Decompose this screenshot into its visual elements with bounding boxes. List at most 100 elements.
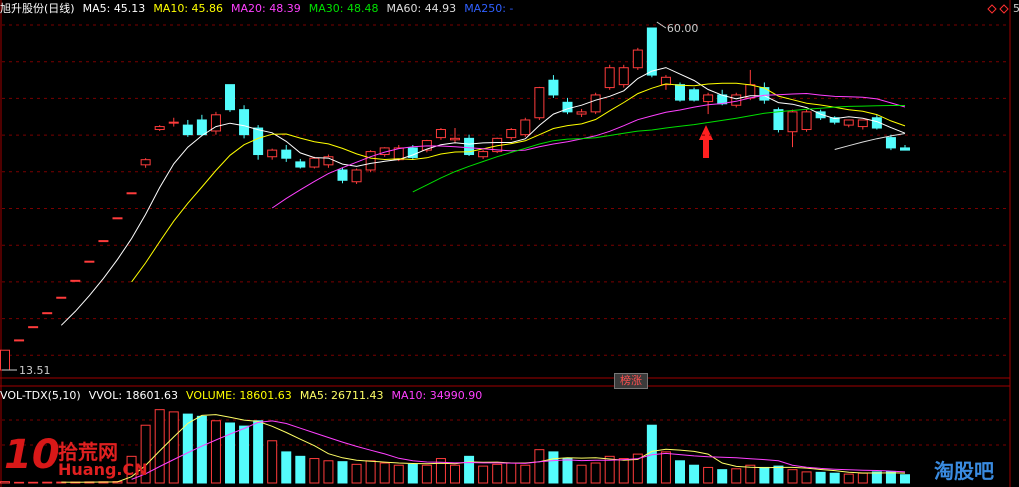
volume-bar (731, 468, 742, 484)
vol-name: MA10 (392, 389, 430, 402)
ma-line (412, 105, 905, 193)
candle-body (675, 84, 685, 101)
ma-name: MA10 (153, 2, 191, 15)
candle-body (365, 151, 376, 171)
candle-body (112, 217, 123, 220)
volume-bar (309, 458, 320, 484)
candle-body (829, 117, 840, 123)
candle-body (843, 119, 854, 126)
volume-bar (520, 464, 531, 484)
volume-bar (618, 458, 629, 484)
candle-body (253, 127, 264, 156)
candle-body (562, 101, 573, 113)
candle-body (351, 169, 362, 183)
high-pointer (656, 21, 667, 29)
volume-bar (281, 451, 292, 484)
volume-bar (126, 455, 137, 484)
volume-bar (604, 455, 615, 484)
volume-bar (900, 474, 910, 484)
candle-body (689, 89, 700, 101)
volume-bar (253, 420, 264, 484)
candle-body (98, 240, 109, 243)
volume-bar (548, 451, 559, 484)
candle-body (646, 27, 657, 76)
candle-body (885, 137, 896, 149)
volume-bar (717, 469, 728, 484)
ma-name: MA20 (231, 2, 269, 15)
volume-bar (14, 481, 25, 484)
signal-arrow (699, 125, 713, 158)
candle-body (900, 147, 910, 151)
candle-body (168, 121, 179, 124)
ma-value: 45.86 (191, 2, 224, 15)
volume-bar (140, 424, 151, 484)
ma-value: 48.39 (269, 2, 301, 15)
volume-bar (703, 466, 714, 484)
vol-name: VOLUME (186, 389, 239, 402)
candle-body (660, 76, 671, 86)
vol-item: VVOL18601.63 (89, 389, 178, 403)
volume-bar (182, 413, 193, 484)
candle-body (210, 114, 221, 132)
ma-name: MA5 (83, 2, 114, 15)
volume-bar (42, 481, 53, 484)
volume-bar (675, 460, 685, 484)
volume-bar (576, 464, 587, 484)
candle-body (337, 169, 348, 181)
volume-bar (154, 409, 165, 484)
candle-body (140, 159, 151, 166)
volume-ma-line (61, 414, 906, 483)
volume-bar (829, 472, 840, 484)
candle-body (239, 109, 250, 136)
candle-body (787, 111, 798, 133)
volume-bar (323, 460, 334, 484)
candle-body (576, 111, 587, 115)
watermark: 拾荒网 (58, 440, 118, 464)
candle-body (520, 119, 531, 136)
candle-body (56, 296, 67, 299)
ma-item: MA3048.48 (309, 2, 379, 16)
volume-bar (632, 453, 643, 484)
ma-line (271, 92, 906, 209)
volume-bar (464, 455, 475, 484)
volume-bar (660, 451, 671, 484)
volume-bar (407, 463, 418, 484)
vol-name: VVOL (89, 389, 126, 402)
volume-bar (393, 464, 404, 484)
volume-bar (773, 465, 784, 484)
candle-body (604, 67, 615, 89)
volume-bar (210, 420, 221, 484)
ma-item: MA2048.39 (231, 2, 301, 16)
candle-body (182, 124, 193, 136)
volume-bar (871, 471, 882, 484)
volume-bar (506, 462, 517, 484)
ma-value: 44.93 (424, 2, 457, 15)
volume-bar (295, 455, 306, 484)
candle-body (28, 326, 39, 329)
volume-bar (379, 462, 390, 484)
candle-body (196, 119, 207, 136)
candle-body (323, 156, 334, 166)
volume-bar (759, 466, 770, 484)
volume-bar (267, 440, 278, 484)
volume-title: VOL-TDX(5,10) (0, 389, 81, 402)
candle-body (464, 137, 475, 156)
volume-header: VOL-TDX(5,10) VVOL18601.63 VOLUME18601.63 M… (0, 389, 482, 403)
watermark: 10 (4, 432, 60, 478)
candle-body (815, 111, 826, 119)
volume-bar (225, 422, 235, 484)
badge: 榜涨 (614, 373, 648, 389)
ma-value: - (509, 2, 514, 15)
candle-body (506, 129, 517, 139)
watermark: Huang.CN (58, 460, 148, 479)
candle-body (225, 84, 235, 111)
candle-body (534, 87, 545, 119)
volume-bar (421, 464, 432, 484)
ma-line (834, 133, 906, 150)
ma-item: MA6044.93 (386, 2, 456, 16)
volume-bar (492, 463, 503, 484)
vol-item: VOLUME18601.63 (186, 389, 292, 403)
candle-body (0, 349, 10, 371)
candle-body (154, 126, 165, 131)
volume-bar (562, 458, 573, 484)
